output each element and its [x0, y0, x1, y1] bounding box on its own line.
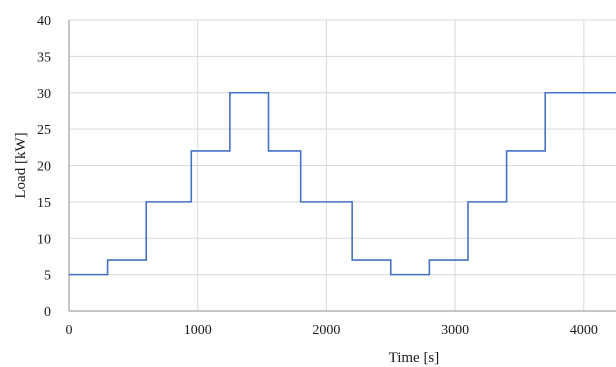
y-axis-label: Load [kW]	[13, 132, 29, 198]
y-tick-label: 10	[37, 232, 51, 247]
x-tick-label: 0	[66, 323, 73, 338]
x-tick-label: 3000	[441, 323, 469, 338]
grid-lines	[69, 19, 616, 311]
y-tick-label: 35	[37, 50, 51, 65]
x-tick-label: 2000	[312, 323, 340, 338]
load-series-line	[69, 91, 616, 276]
x-tick-label: 1000	[184, 323, 212, 338]
y-tick-label: 30	[37, 87, 51, 102]
y-tick-label: 15	[37, 196, 51, 211]
y-tick-label: 5	[44, 269, 51, 284]
series-group	[69, 91, 616, 276]
x-tick-label: 4000	[570, 323, 598, 338]
y-tick-label: 0	[44, 305, 51, 320]
x-axis-label: Time [s]	[389, 350, 440, 366]
y-tick-label: 40	[37, 14, 51, 29]
axes	[68, 20, 616, 312]
y-tick-labels: 0 5 10 15 20 25 30 35 40	[37, 14, 51, 320]
y-tick-label: 25	[37, 123, 51, 138]
y-tick-label: 20	[37, 160, 51, 175]
x-tick-labels: 0 1000 2000 3000 4000	[66, 323, 598, 338]
